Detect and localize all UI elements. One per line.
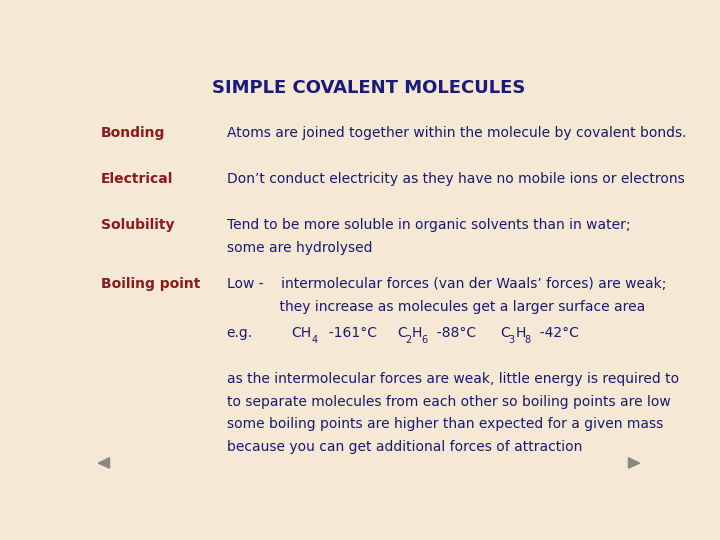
Polygon shape xyxy=(629,458,639,468)
Text: because you can get additional forces of attraction: because you can get additional forces of… xyxy=(227,440,582,454)
Text: C: C xyxy=(500,326,510,340)
Text: as the intermolecular forces are weak, little energy is required to: as the intermolecular forces are weak, l… xyxy=(227,372,679,386)
Text: Atoms are joined together within the molecule by covalent bonds.: Atoms are joined together within the mol… xyxy=(227,126,686,140)
Text: Bonding: Bonding xyxy=(101,126,166,140)
Text: Low -    intermolecular forces (van der Waals’ forces) are weak;: Low - intermolecular forces (van der Waa… xyxy=(227,278,666,292)
Text: Electrical: Electrical xyxy=(101,172,174,186)
Text: 8: 8 xyxy=(525,335,531,346)
Text: 2: 2 xyxy=(405,335,412,346)
Text: Tend to be more soluble in organic solvents than in water;: Tend to be more soluble in organic solve… xyxy=(227,218,630,232)
Text: some are hydrolysed: some are hydrolysed xyxy=(227,241,372,255)
Text: -42°C: -42°C xyxy=(531,326,580,340)
Text: e.g.: e.g. xyxy=(227,326,253,340)
Text: 3: 3 xyxy=(508,335,515,346)
Text: 6: 6 xyxy=(421,335,428,346)
Text: some boiling points are higher than expected for a given mass: some boiling points are higher than expe… xyxy=(227,417,663,431)
Text: they increase as molecules get a larger surface area: they increase as molecules get a larger … xyxy=(227,300,645,314)
Text: Solubility: Solubility xyxy=(101,218,175,232)
Text: SIMPLE COVALENT MOLECULES: SIMPLE COVALENT MOLECULES xyxy=(212,79,526,97)
Text: H: H xyxy=(412,326,423,340)
Text: CH: CH xyxy=(291,326,311,340)
Text: -88°C: -88°C xyxy=(428,326,476,340)
Text: Boiling point: Boiling point xyxy=(101,278,201,292)
Text: -161°C: -161°C xyxy=(320,326,377,340)
Text: to separate molecules from each other so boiling points are low: to separate molecules from each other so… xyxy=(227,395,670,409)
Text: H: H xyxy=(516,326,526,340)
Polygon shape xyxy=(99,458,109,468)
Text: 4: 4 xyxy=(312,335,318,346)
Text: C: C xyxy=(397,326,407,340)
Text: Don’t conduct electricity as they have no mobile ions or electrons: Don’t conduct electricity as they have n… xyxy=(227,172,685,186)
